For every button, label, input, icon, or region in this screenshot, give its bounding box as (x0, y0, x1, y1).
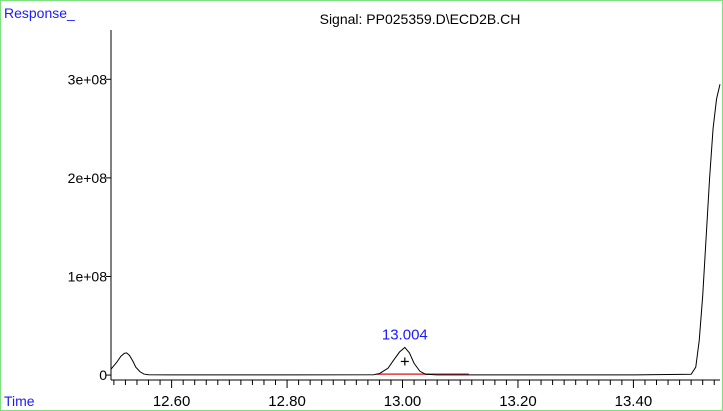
y-tick-label: 2e+08 (68, 170, 108, 186)
x-ticks: 12.60 12.80 13.00 13.20 13.40 (113, 380, 715, 410)
y-axis-label: Response_ (4, 5, 75, 21)
x-axis-label: Time (4, 393, 35, 409)
x-tick-label: 12.60 (153, 393, 191, 410)
signal-trace (110, 84, 721, 376)
peak-retention-label: 13.004 (382, 326, 428, 343)
chart-title: Signal: PP025359.D\ECD2B.CH (320, 11, 521, 27)
y-tick-label: 0 (99, 367, 107, 383)
x-tick-label: 13.00 (384, 393, 422, 410)
x-tick-label: 13.20 (499, 393, 537, 410)
y-tick-label: 3e+08 (68, 71, 108, 87)
y-ticks: 0 1e+08 2e+08 3e+08 (68, 71, 111, 383)
x-tick-label: 13.40 (615, 393, 653, 410)
y-tick-label: 1e+08 (68, 268, 108, 284)
peak-marker (400, 357, 409, 366)
x-tick-label: 12.80 (268, 393, 306, 410)
